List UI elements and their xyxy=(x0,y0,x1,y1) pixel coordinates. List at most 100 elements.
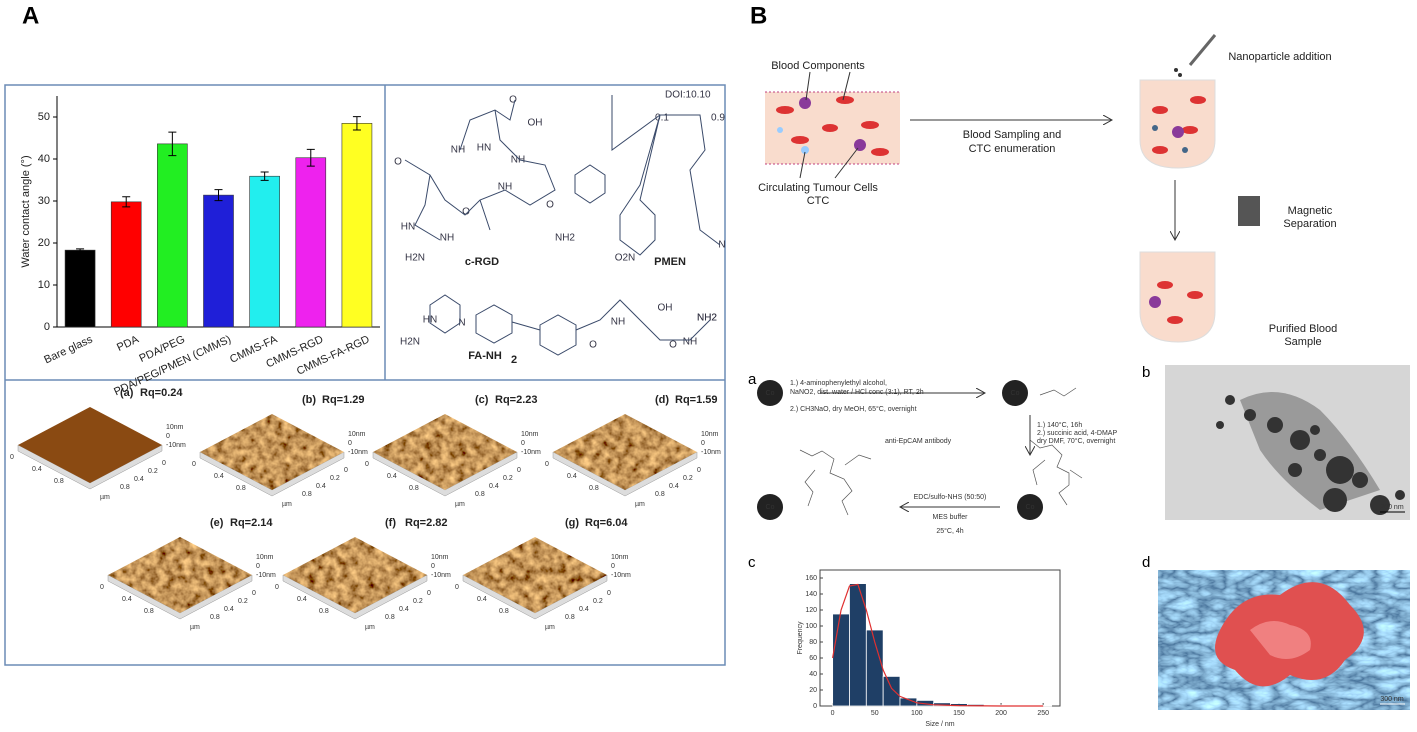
y-tick-label: 40 xyxy=(809,671,817,678)
afm-y-label: 0.4 xyxy=(669,483,679,490)
afm-x-label: 0 xyxy=(100,584,104,591)
bar xyxy=(295,157,327,328)
afm-y-label: 0.8 xyxy=(475,491,485,498)
afm-tag: (b) xyxy=(302,394,316,406)
afm-y-label: 0.2 xyxy=(413,598,423,605)
afm-x-label: 0.8 xyxy=(236,485,246,492)
chemical-group: NH xyxy=(511,155,525,166)
panel-label: c xyxy=(748,554,756,571)
afm-x-label: 0.8 xyxy=(54,478,64,485)
panel-label: d xyxy=(1142,554,1150,571)
afm-y-label: 0.8 xyxy=(302,491,312,498)
panel-label: a xyxy=(748,371,757,388)
afm-rq: Rq=0.24 xyxy=(140,387,183,399)
y-tick-label: 10 xyxy=(38,279,50,291)
schematic-label: Purified Blood xyxy=(1269,323,1338,335)
afm-z-label: -10nm xyxy=(521,449,541,456)
chemical-group: O2N xyxy=(615,253,636,264)
afm-y-label: 0.8 xyxy=(210,614,220,621)
nanoparticle xyxy=(757,380,783,406)
afm-x-label: 0 xyxy=(192,461,196,468)
chemical-group: NH2 xyxy=(697,313,717,324)
chemical-group: H2N xyxy=(400,337,420,348)
afm-unit: µm xyxy=(365,624,375,631)
tem-particle xyxy=(1370,495,1390,515)
afm-y-label: 0.2 xyxy=(238,598,248,605)
x-tick-label: PDA xyxy=(115,333,141,354)
chemical-group: NH xyxy=(498,182,512,193)
bar xyxy=(341,123,373,328)
chemical-group: N xyxy=(718,240,725,251)
afm-z-label: 10nm xyxy=(348,431,366,438)
afm-y-label: 0 xyxy=(517,467,521,474)
step-text: anti-EpCAM antibody xyxy=(885,438,952,445)
y-tick-label: 160 xyxy=(805,575,817,582)
molecule-bonds xyxy=(404,95,721,356)
panel-label: A xyxy=(22,2,39,29)
afm-y-label: 0.4 xyxy=(489,483,499,490)
x-tick-label: 200 xyxy=(995,710,1007,717)
afm-surface xyxy=(108,537,252,613)
afm-unit: µm xyxy=(635,501,645,508)
afm-y-label: 0.4 xyxy=(224,606,234,613)
afm-y-label: 0.2 xyxy=(148,468,158,475)
chemical-group: HN xyxy=(477,143,491,154)
tube xyxy=(1139,251,1216,343)
afm-z-label: -10nm xyxy=(431,572,451,579)
axis-title: Frequency xyxy=(797,621,804,655)
afm-z-label: 10nm xyxy=(701,431,719,438)
bond xyxy=(429,294,711,356)
afm-rq: Rq=6.04 xyxy=(585,517,628,529)
nanoparticle xyxy=(1017,494,1043,520)
error-bar xyxy=(306,148,315,167)
afm-y-label: 0.4 xyxy=(399,606,409,613)
afm-y-label: 0.2 xyxy=(330,475,340,482)
afm-x-label: 0.4 xyxy=(32,466,42,473)
x-tick-label: 100 xyxy=(911,710,923,717)
afm-rq: Rq=2.14 xyxy=(230,517,273,529)
y-tick-label: 0 xyxy=(44,321,50,333)
molecule-name: FA-NH xyxy=(468,350,502,362)
afm-x-label: 0 xyxy=(10,454,14,461)
tem-particle xyxy=(1267,417,1283,433)
x-tick-label: 50 xyxy=(871,710,879,717)
tem-particle xyxy=(1314,449,1326,461)
afm-y-label: 0.8 xyxy=(565,614,575,621)
chemical-group: NH xyxy=(611,317,625,328)
y-tick-label: 40 xyxy=(38,153,50,165)
y-tick-label: 20 xyxy=(809,687,817,694)
histogram-bar xyxy=(832,613,850,707)
tem-particle xyxy=(1225,395,1235,405)
afm-y-label: 0.4 xyxy=(316,483,326,490)
afm-y-label: 0.2 xyxy=(593,598,603,605)
afm-surface xyxy=(200,414,344,490)
core-label: Co xyxy=(1011,390,1020,397)
afm-z-label: 0 xyxy=(701,440,705,447)
afm-x-label: 0.4 xyxy=(214,473,224,480)
axis-title: Size / nm xyxy=(925,721,954,728)
afm-y-label: 0 xyxy=(607,590,611,597)
y-tick-label: 140 xyxy=(805,591,817,598)
y-tick-label: 20 xyxy=(38,237,50,249)
tem-image xyxy=(1165,365,1410,520)
afm-x-label: 0.8 xyxy=(499,608,509,615)
magnet xyxy=(1238,196,1260,226)
chemical-group: OH xyxy=(528,118,543,129)
afm-z-label: 10nm xyxy=(611,554,629,561)
afm-x-label: 0 xyxy=(275,584,279,591)
tem-particles xyxy=(1216,395,1405,515)
afm-surface xyxy=(553,414,697,490)
y-tick-label: 80 xyxy=(809,639,817,646)
doi-text: DOI:10.10 xyxy=(665,90,711,101)
panel-label: b xyxy=(1142,364,1150,381)
afm-x-label: 0.4 xyxy=(567,473,577,480)
tem-particle xyxy=(1323,488,1347,512)
afm-unit: µm xyxy=(282,501,292,508)
chemical-group: NH2 xyxy=(697,313,717,324)
axis-title: Water contact angle (°) xyxy=(20,155,32,267)
chemical-group: O xyxy=(589,340,597,351)
afm-z-label: -10nm xyxy=(256,572,276,579)
schematic-label: CTC enumeration xyxy=(969,143,1056,155)
afm-z-label: 0 xyxy=(611,563,615,570)
